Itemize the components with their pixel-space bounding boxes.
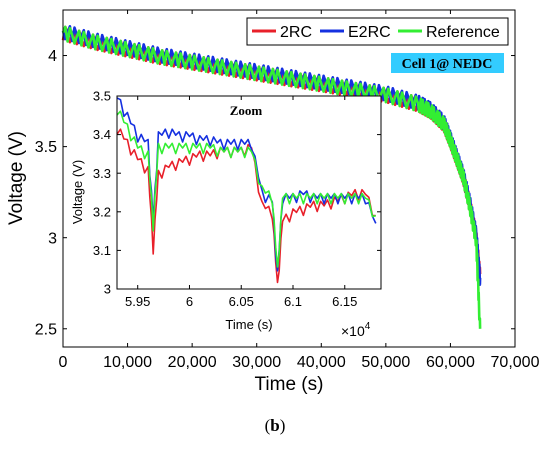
inset-series-reference (116, 110, 377, 268)
inset-xtick-label: 6.1 (284, 294, 302, 309)
caption-close: ) (279, 416, 286, 435)
inset-xtick-label: 6.05 (229, 294, 254, 309)
main-xtick-label: 40,000 (297, 354, 346, 371)
main-ytick-label: 3.5 (35, 139, 57, 156)
main-ylabel: Voltage (V) (6, 131, 27, 225)
inset-ytick-label: 3 (104, 282, 111, 297)
caption-letter: b (270, 416, 280, 435)
legend-label-reference: Reference (426, 24, 500, 41)
figure-caption: (b) (0, 416, 550, 436)
inset-title: Zoom (230, 103, 263, 118)
annotation-text: Cell 1@ NEDC (402, 57, 493, 72)
inset-ylabel: Voltage (V) (70, 160, 85, 224)
inset-xtick-label: 5.95 (125, 294, 150, 309)
main-plot-frame (62, 9, 516, 348)
main-xtick-label: 30,000 (232, 354, 281, 371)
main-ytick-label: 3 (48, 230, 57, 247)
inset-xtick-label: 6.15 (332, 294, 357, 309)
main-xtick-label: 70,000 (491, 354, 540, 371)
main-axes: 0 10,000 20,000 30,000 40,000 50,000 60,000 70,… (35, 10, 540, 371)
inset-chart: 5.95 6 6.05 6.1 6.15 3 3.1 3.2 3.3 3.4 3.5 Zoom Ti… (70, 89, 382, 339)
inset-axes: 5.95 6 6.05 6.1 6.15 3 3.1 3.2 3.3 3.4 3.5 (93, 89, 381, 309)
main-xtick-label: 10,000 (103, 354, 152, 371)
annotation-box (391, 53, 504, 73)
inset-series-group (116, 97, 377, 284)
inset-xtick-label: 6 (186, 294, 193, 309)
inset-ytick-label: 3.2 (93, 204, 111, 219)
inset-frame (116, 95, 382, 290)
inset-ytick-label: 3.1 (93, 243, 111, 258)
main-series-reference (61, 25, 482, 329)
inset-background (117, 96, 381, 289)
legend-label-e2rc: E2RC (348, 24, 391, 41)
inset-ytick-label: 3.5 (93, 89, 111, 104)
main-xtick-label: 20,000 (168, 354, 217, 371)
caption-open: ( (264, 416, 271, 435)
inset-x-multiplier: ×104 (341, 321, 371, 339)
legend: 2RC E2RC Reference (246, 17, 509, 46)
main-ytick-label: 4 (48, 48, 57, 65)
inset-ytick-label: 3.4 (93, 127, 111, 142)
main-xtick-label: 60,000 (426, 354, 475, 371)
main-xtick-label: 50,000 (361, 354, 410, 371)
inset-xlabel: Time (s) (225, 317, 272, 332)
main-ytick-label: 2.5 (35, 321, 57, 338)
legend-label-2rc: 2RC (280, 24, 312, 41)
main-xtick-label: 0 (59, 354, 68, 371)
inset-x-multiplier-exp: 4 (365, 321, 371, 332)
legend-box (246, 17, 509, 46)
inset-ytick-label: 3.3 (93, 166, 111, 181)
cell-annotation: Cell 1@ NEDC (391, 53, 504, 73)
main-xlabel: Time (s) (255, 374, 324, 395)
inset-x-multiplier-base: ×10 (341, 323, 365, 339)
